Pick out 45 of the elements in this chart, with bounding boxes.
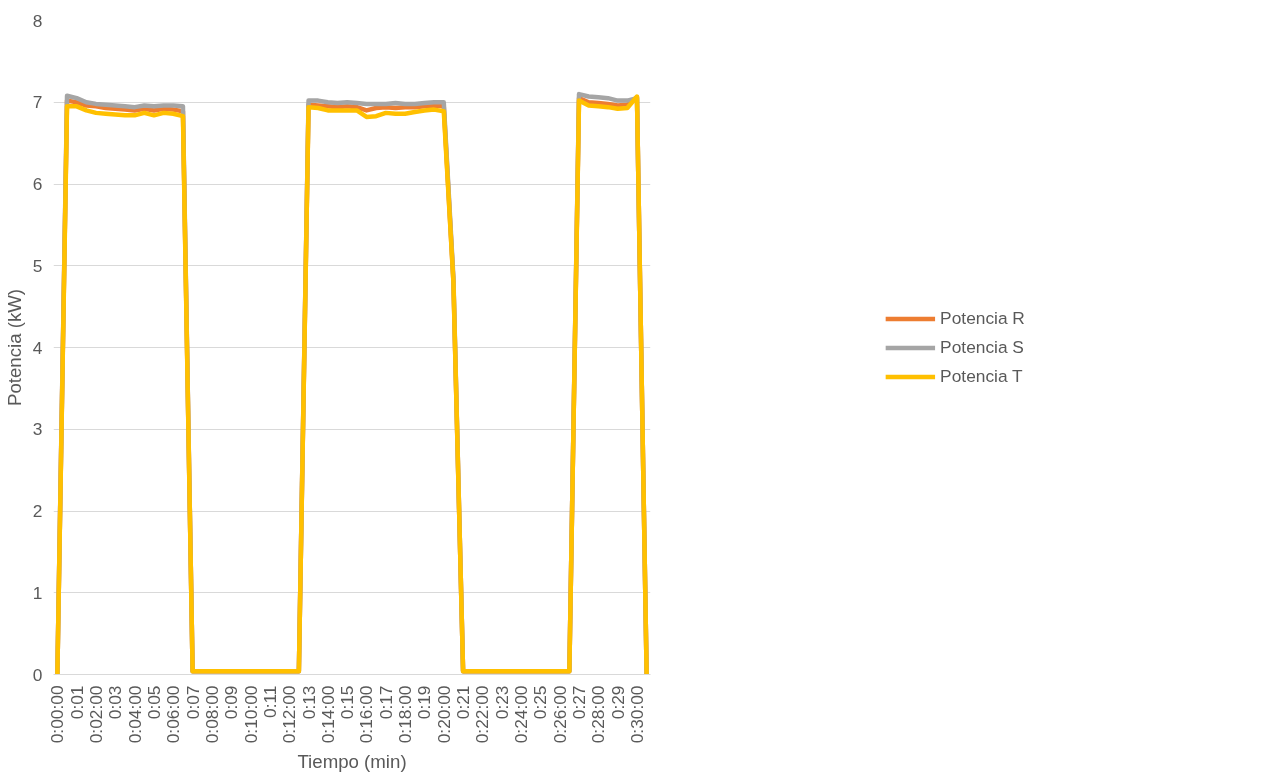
x-tick-label: 0:13 <box>298 685 319 720</box>
x-tick-label: 0:21 <box>453 685 474 720</box>
x-tick-label: 0:10:00 <box>240 685 261 744</box>
y-tick-label: 8 <box>32 10 43 31</box>
x-tick-label: 0:17 <box>375 685 396 720</box>
x-tick-label: 0:20:00 <box>433 685 454 744</box>
legend-label: Potencia R <box>940 307 1025 329</box>
y-tick-label: 0 <box>32 664 43 685</box>
x-tick-label: 0:16:00 <box>356 685 377 744</box>
x-tick-label: 0:22:00 <box>472 685 493 744</box>
y-tick-label: 4 <box>32 337 43 358</box>
x-tick-label: 0:15 <box>337 685 358 720</box>
x-tick-label: 0:00:00 <box>47 685 68 744</box>
x-tick-label: 0:01 <box>66 685 87 720</box>
x-tick-label: 0:25 <box>530 685 551 720</box>
y-axis-title: Potencia (kW) <box>3 288 25 407</box>
x-tick-label: 0:11 <box>259 685 280 718</box>
x-tick-label: 0:02:00 <box>86 685 107 744</box>
x-tick-label: 0:30:00 <box>626 685 647 744</box>
x-tick-label: 0:19 <box>414 685 435 720</box>
y-tick-label: 3 <box>32 419 43 440</box>
y-tick-label: 5 <box>32 255 43 276</box>
legend-label: Potencia T <box>940 365 1023 387</box>
x-tick-label: 0:23 <box>491 685 512 720</box>
x-tick-label: 0:18:00 <box>395 685 416 744</box>
x-axis-title: Tiempo (min) <box>297 751 407 773</box>
x-tick-label: 0:04:00 <box>124 685 145 744</box>
x-tick-label: 0:05 <box>143 685 164 720</box>
y-tick-label: 6 <box>32 174 43 194</box>
x-tick-label: 0:03 <box>105 685 126 720</box>
x-tick-label: 0:06:00 <box>163 685 184 744</box>
x-tick-label: 0:24:00 <box>511 685 532 744</box>
x-tick-label: 0:26:00 <box>549 685 570 744</box>
x-tick-label: 0:27 <box>569 685 590 720</box>
y-tick-label: 1 <box>32 582 43 603</box>
y-tick-label: 2 <box>32 501 43 521</box>
x-tick-label: 0:14:00 <box>317 685 338 744</box>
x-tick-label: 0:09 <box>221 685 242 720</box>
x-tick-label: 0:08:00 <box>201 685 222 744</box>
x-tick-label: 0:12:00 <box>279 685 300 744</box>
x-tick-label: 0:07 <box>182 685 203 720</box>
x-tick-label: 0:28:00 <box>588 685 609 744</box>
legend-label: Potencia S <box>940 336 1024 358</box>
x-tick-label: 0:29 <box>607 685 628 720</box>
y-tick-label: 7 <box>32 92 43 113</box>
